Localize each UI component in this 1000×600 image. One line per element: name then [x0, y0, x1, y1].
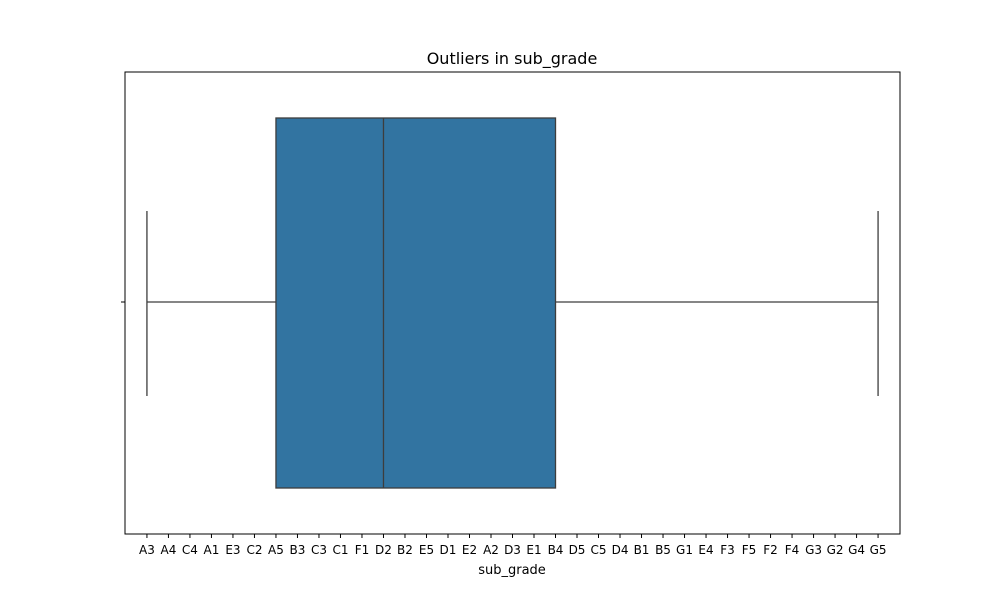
x-tick-label: G1	[676, 543, 693, 557]
x-tick-label: B4	[548, 543, 564, 557]
x-tick-label: F5	[742, 543, 757, 557]
x-tick-label: B1	[634, 543, 650, 557]
x-tick-label: A3	[139, 543, 155, 557]
x-tick-label: E4	[698, 543, 713, 557]
x-tick-label: G5	[870, 543, 887, 557]
x-tick-label: E2	[462, 543, 477, 557]
x-tick-label: A5	[268, 543, 284, 557]
x-tick-label: C2	[246, 543, 262, 557]
x-tick-label: D1	[440, 543, 457, 557]
x-tick-label: A4	[161, 543, 177, 557]
x-tick-label: C1	[332, 543, 348, 557]
x-tick-label: D3	[504, 543, 521, 557]
x-tick-label: B2	[397, 543, 413, 557]
x-tick-label: F1	[355, 543, 370, 557]
x-tick-label: F4	[785, 543, 800, 557]
x-tick-label: B3	[290, 543, 306, 557]
x-tick-label: C4	[182, 543, 198, 557]
x-tick-label: G4	[848, 543, 865, 557]
x-tick-label: D2	[375, 543, 392, 557]
chart-title: Outliers in sub_grade	[427, 49, 598, 69]
x-tick-label: F3	[720, 543, 735, 557]
x-tick-label: G2	[827, 543, 844, 557]
x-tick-label: D4	[612, 543, 629, 557]
x-tick-label: E1	[526, 543, 541, 557]
x-axis-label: sub_grade	[478, 563, 546, 578]
x-tick-label: G3	[805, 543, 822, 557]
x-tick-label: F2	[763, 543, 778, 557]
x-tick-label: A2	[483, 543, 499, 557]
x-tick-label: E5	[419, 543, 434, 557]
x-tick-label: E3	[225, 543, 240, 557]
x-tick-label: A1	[204, 543, 220, 557]
x-tick-label: C3	[311, 543, 327, 557]
x-tick-label: C5	[591, 543, 607, 557]
x-tick-label: D5	[569, 543, 586, 557]
iqr-box	[275, 117, 557, 489]
x-tick-label: B5	[655, 543, 671, 557]
